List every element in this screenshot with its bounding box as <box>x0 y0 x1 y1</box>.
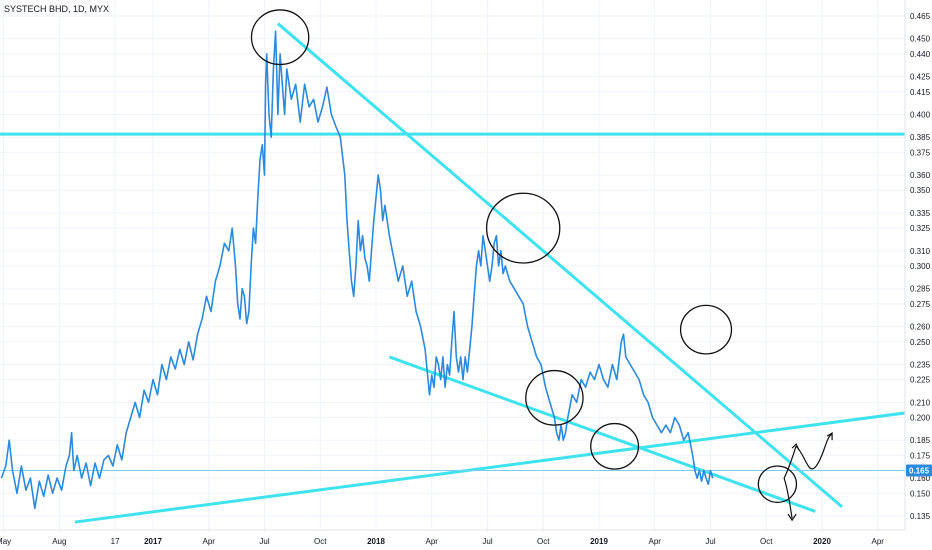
forecast-wave-icon[interactable] <box>795 433 833 470</box>
annotation-circle[interactable] <box>757 465 798 504</box>
x-tick-label: 2018 <box>367 537 385 546</box>
price-line <box>0 30 714 510</box>
y-tick-label: 0.465 <box>910 12 931 21</box>
x-tick-label: Jul <box>259 537 269 546</box>
x-tick-label: 2017 <box>144 537 162 546</box>
y-tick-label: 0.210 <box>910 398 931 407</box>
x-tick-label: Apr <box>203 537 216 546</box>
y-tick-label: 0.415 <box>910 88 931 97</box>
chart-title: SYSTECH BHD, 1D, MYX <box>4 4 109 14</box>
y-tick-label: 0.175 <box>910 451 931 460</box>
y-tick-label: 0.200 <box>910 414 931 423</box>
y-tick-label: 0.260 <box>910 323 931 332</box>
y-tick-label: 0.360 <box>910 171 931 180</box>
y-tick-label: 0.450 <box>910 35 931 44</box>
annotation-circle[interactable] <box>679 304 733 355</box>
last-price-label: 0.165 <box>909 467 930 476</box>
x-tick-label: May <box>0 537 11 546</box>
x-tick-label: 2019 <box>590 537 608 546</box>
x-tick-label: Oct <box>760 537 773 546</box>
forecast-arrow-down-icon[interactable] <box>783 477 793 519</box>
arrowhead-icon <box>826 432 833 441</box>
x-tick-label: Oct <box>537 537 550 546</box>
annotations <box>250 9 833 522</box>
y-tick-label: 0.235 <box>910 360 931 369</box>
y-tick-label: 0.225 <box>910 376 931 385</box>
y-tick-label: 0.335 <box>910 209 931 218</box>
x-tick-label: Jul <box>482 537 492 546</box>
price-axis[interactable]: 0.465 0.450 0.440 0.425 0.415 0.400 0.385 0.375… <box>904 0 932 530</box>
x-tick-label: Apr <box>649 537 662 546</box>
y-tick-label: 0.275 <box>910 300 931 309</box>
x-tick-label: Aug <box>52 537 66 546</box>
y-tick-label: 0.285 <box>910 285 931 294</box>
annotation-circle[interactable] <box>525 369 584 426</box>
y-tick-label: 0.375 <box>910 148 931 157</box>
y-tick-label: 0.400 <box>910 110 931 119</box>
y-tick-label: 0.325 <box>910 224 931 233</box>
price-series <box>0 30 714 510</box>
y-tick-label: 0.440 <box>910 50 931 59</box>
x-tick-label: Jul <box>705 537 715 546</box>
descending-trendline-upper[interactable] <box>276 22 844 509</box>
y-tick-label: 0.385 <box>910 133 931 142</box>
y-tick-label: 0.350 <box>910 186 931 195</box>
descending-trendline-lower[interactable] <box>388 355 816 513</box>
y-tick-label: 0.250 <box>910 338 931 347</box>
annotation-circle[interactable] <box>250 9 310 66</box>
trend-lines <box>0 22 906 524</box>
y-tick-label: 0.300 <box>910 262 931 271</box>
y-tick-label: 0.185 <box>910 436 931 445</box>
arrowhead-icon <box>787 513 797 522</box>
grid <box>0 0 905 530</box>
x-tick-label: Oct <box>314 537 327 546</box>
forecast-arrow-up-icon[interactable] <box>783 445 797 479</box>
x-tick-label: Apr <box>872 537 885 546</box>
rising-trendline[interactable] <box>74 411 906 524</box>
y-tick-label: 0.310 <box>910 247 931 256</box>
annotation-circle[interactable] <box>485 192 561 264</box>
y-tick-label: 0.150 <box>910 489 931 498</box>
x-tick-label: 2020 <box>813 537 831 546</box>
x-tick-label: 17 <box>111 537 120 546</box>
y-tick-label: 0.160 <box>910 474 931 483</box>
last-price-badge <box>906 464 932 477</box>
y-tick-label: 0.135 <box>910 512 931 521</box>
y-tick-label: 0.425 <box>910 73 931 82</box>
annotation-circle[interactable] <box>590 422 640 470</box>
time-axis[interactable]: May Aug 17 2017 Apr Jul Oct 2018 Apr Jul Oct 2019 Ap… <box>0 529 905 546</box>
x-tick-label: Apr <box>426 537 439 546</box>
